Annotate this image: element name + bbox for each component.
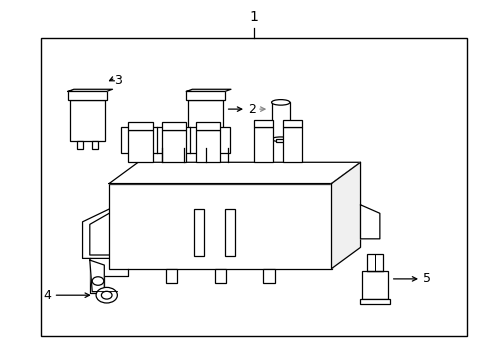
Bar xyxy=(70,100,104,141)
Bar xyxy=(188,100,223,141)
Bar xyxy=(366,254,382,271)
Circle shape xyxy=(96,287,117,303)
Polygon shape xyxy=(90,260,104,292)
Text: 4: 4 xyxy=(43,289,51,302)
Bar xyxy=(128,122,152,130)
Bar xyxy=(254,120,272,127)
Bar xyxy=(254,127,272,162)
Bar xyxy=(77,141,82,149)
Polygon shape xyxy=(360,205,379,239)
Bar xyxy=(121,127,229,153)
Bar xyxy=(186,91,224,100)
Text: 3: 3 xyxy=(114,74,122,87)
Bar xyxy=(360,299,389,304)
Bar xyxy=(263,269,274,283)
Bar xyxy=(283,127,301,162)
Bar xyxy=(196,122,220,130)
Ellipse shape xyxy=(271,137,289,141)
Polygon shape xyxy=(109,162,360,184)
Text: 1: 1 xyxy=(249,10,258,24)
Polygon shape xyxy=(331,162,360,269)
Circle shape xyxy=(92,277,103,285)
Bar xyxy=(214,269,225,283)
Bar xyxy=(193,209,204,256)
Bar xyxy=(210,141,216,149)
Polygon shape xyxy=(68,89,112,91)
Bar xyxy=(41,38,466,336)
Bar xyxy=(361,271,387,299)
Bar xyxy=(68,91,106,100)
Text: 2: 2 xyxy=(248,103,256,116)
Bar xyxy=(162,130,186,162)
Bar xyxy=(196,130,220,162)
Bar xyxy=(128,130,152,162)
Bar xyxy=(165,269,177,283)
Bar xyxy=(109,184,331,269)
Bar xyxy=(271,102,289,139)
Ellipse shape xyxy=(271,100,289,105)
Bar xyxy=(162,122,186,130)
Bar xyxy=(224,209,235,256)
Bar xyxy=(92,141,98,149)
Text: 5: 5 xyxy=(423,273,430,285)
Circle shape xyxy=(101,291,112,299)
Bar xyxy=(283,120,301,127)
Polygon shape xyxy=(186,89,230,91)
Bar xyxy=(276,139,285,143)
Bar xyxy=(195,141,201,149)
